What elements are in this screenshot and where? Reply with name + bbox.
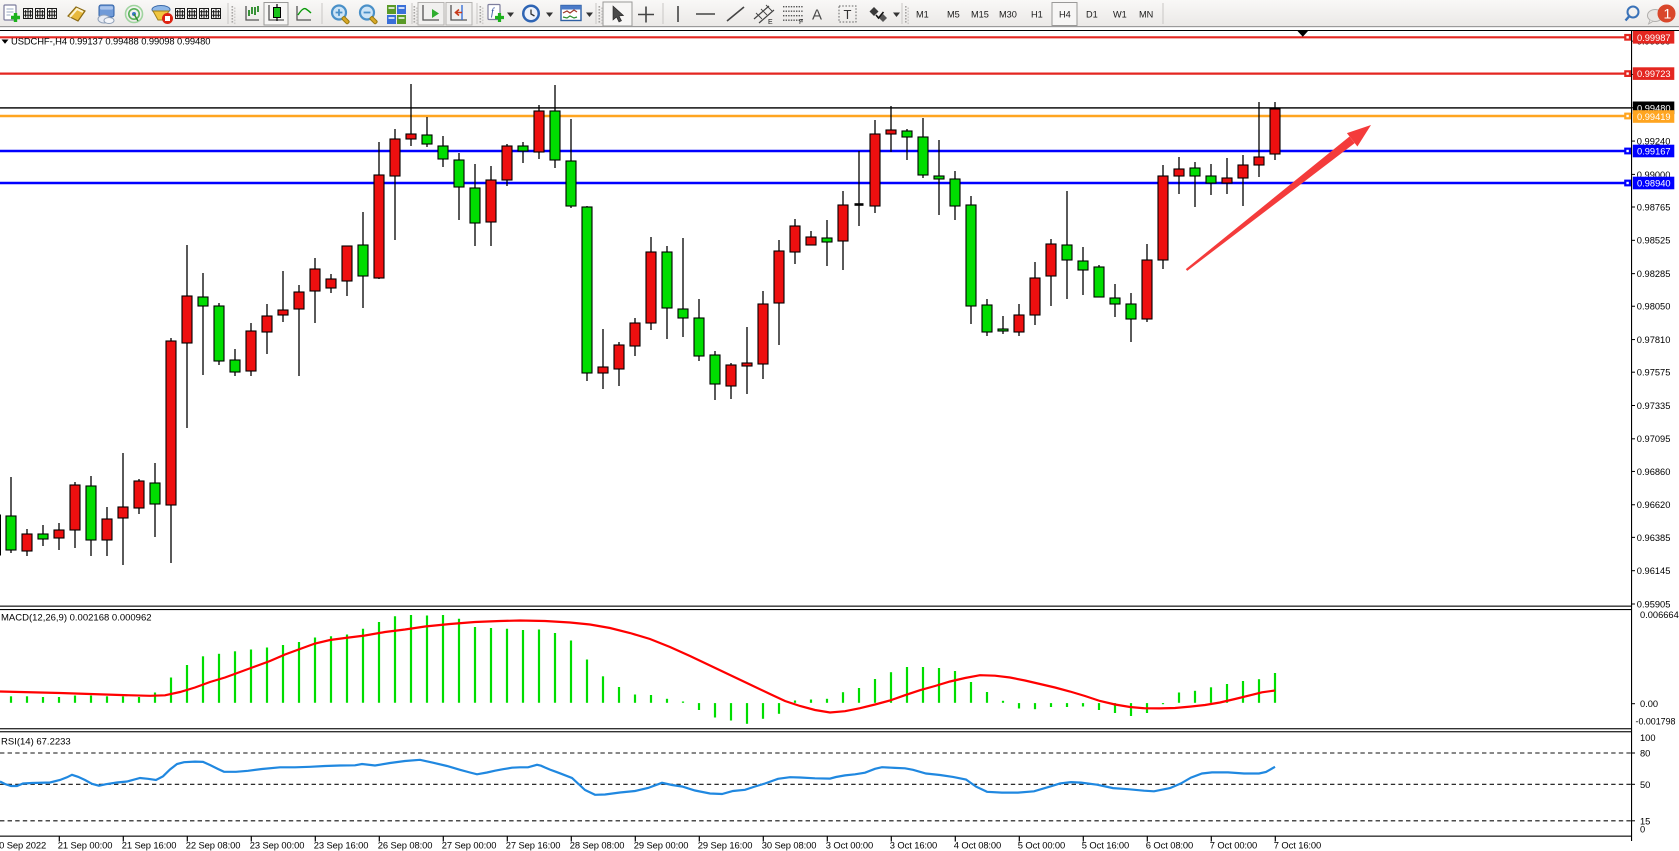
svg-text:0.97810: 0.97810 <box>1637 335 1671 345</box>
svg-text:0.99167: 0.99167 <box>1637 147 1671 157</box>
svg-text:21 Sep 00:00: 21 Sep 00:00 <box>58 840 113 851</box>
svg-text:H1: H1 <box>1031 10 1043 20</box>
svg-text:-0.001798: -0.001798 <box>1636 716 1676 726</box>
svg-text:6 Oct 08:00: 6 Oct 08:00 <box>1146 840 1193 851</box>
svg-text:0.99000: 0.99000 <box>1637 170 1671 180</box>
svg-text:26 Sep 08:00: 26 Sep 08:00 <box>378 840 433 851</box>
svg-text:20 Sep 2022: 20 Sep 2022 <box>0 840 46 851</box>
svg-text:27 Sep 16:00: 27 Sep 16:00 <box>506 840 561 851</box>
svg-text:50: 50 <box>1640 780 1650 790</box>
svg-text:0.96145: 0.96145 <box>1637 566 1671 576</box>
svg-text:5 Oct 16:00: 5 Oct 16:00 <box>1082 840 1129 851</box>
svg-text:H4: H4 <box>1059 10 1071 20</box>
svg-text:0.98765: 0.98765 <box>1637 202 1671 212</box>
svg-text:USDCHF-,H4 0.99137 0.99488 0.: USDCHF-,H4 0.99137 0.99488 0.99098 0.994… <box>11 35 210 46</box>
svg-text:0.00: 0.00 <box>1640 699 1658 709</box>
svg-text:27 Sep 00:00: 27 Sep 00:00 <box>442 840 497 851</box>
svg-text:A: A <box>812 7 822 24</box>
svg-text:0.97575: 0.97575 <box>1637 368 1671 378</box>
svg-text:3 Oct 16:00: 3 Oct 16:00 <box>890 840 937 851</box>
svg-text:4 Oct 08:00: 4 Oct 08:00 <box>954 840 1001 851</box>
svg-text:0.95905: 0.95905 <box>1637 599 1671 609</box>
svg-text:100: 100 <box>1640 733 1656 743</box>
svg-text:M5: M5 <box>947 10 960 20</box>
svg-text:0.98525: 0.98525 <box>1637 236 1671 246</box>
svg-text:0.99723: 0.99723 <box>1637 69 1671 79</box>
svg-text:23 Sep 16:00: 23 Sep 16:00 <box>314 840 369 851</box>
svg-text:f: f <box>491 7 495 18</box>
svg-text:0.99480: 0.99480 <box>1637 103 1671 113</box>
svg-text:1: 1 <box>1664 5 1672 21</box>
svg-text:7 Oct 16:00: 7 Oct 16:00 <box>1274 840 1321 851</box>
svg-text:M15: M15 <box>971 10 989 20</box>
svg-text:0.96620: 0.96620 <box>1637 500 1671 510</box>
svg-text:80: 80 <box>1640 749 1650 759</box>
svg-text:21 Sep 16:00: 21 Sep 16:00 <box>122 840 177 851</box>
svg-text:W1: W1 <box>1113 10 1127 20</box>
svg-text:MN: MN <box>1139 10 1153 20</box>
svg-text:0.96860: 0.96860 <box>1637 467 1671 477</box>
svg-text:30 Sep 08:00: 30 Sep 08:00 <box>762 840 817 851</box>
svg-text:0: 0 <box>1640 825 1645 835</box>
svg-text:D1: D1 <box>1086 10 1098 20</box>
svg-text:29 Sep 00:00: 29 Sep 00:00 <box>634 840 689 851</box>
svg-text:0.97335: 0.97335 <box>1637 401 1671 411</box>
svg-text:28 Sep 08:00: 28 Sep 08:00 <box>570 840 625 851</box>
svg-text:0.97095: 0.97095 <box>1637 434 1671 444</box>
svg-text:15: 15 <box>1640 816 1650 826</box>
svg-text:23 Sep 00:00: 23 Sep 00:00 <box>250 840 305 851</box>
svg-text:0.98285: 0.98285 <box>1637 269 1671 279</box>
svg-text:0.99987: 0.99987 <box>1637 33 1671 43</box>
svg-text:29 Sep 16:00: 29 Sep 16:00 <box>698 840 753 851</box>
svg-text:0.98050: 0.98050 <box>1637 302 1671 312</box>
svg-text:F: F <box>799 19 803 26</box>
svg-text:3 Oct 00:00: 3 Oct 00:00 <box>826 840 873 851</box>
svg-text:0.006664: 0.006664 <box>1640 610 1679 620</box>
svg-text:T: T <box>844 7 852 22</box>
svg-text:E: E <box>768 19 773 26</box>
svg-text:M30: M30 <box>999 10 1017 20</box>
svg-text:RSI(14) 67.2233: RSI(14) 67.2233 <box>1 737 71 748</box>
svg-text:M1: M1 <box>916 10 929 20</box>
svg-text:7 Oct 00:00: 7 Oct 00:00 <box>1210 840 1257 851</box>
svg-text:0.99419: 0.99419 <box>1637 112 1671 122</box>
svg-text:0.99240: 0.99240 <box>1637 136 1671 146</box>
svg-text:5 Oct 00:00: 5 Oct 00:00 <box>1018 840 1065 851</box>
svg-text:22 Sep 08:00: 22 Sep 08:00 <box>186 840 241 851</box>
svg-text:0.96385: 0.96385 <box>1637 533 1671 543</box>
svg-text:0.98940: 0.98940 <box>1637 179 1671 189</box>
svg-text:MACD(12,26,9) 0.002168 0.00096: MACD(12,26,9) 0.002168 0.000962 <box>1 613 152 624</box>
